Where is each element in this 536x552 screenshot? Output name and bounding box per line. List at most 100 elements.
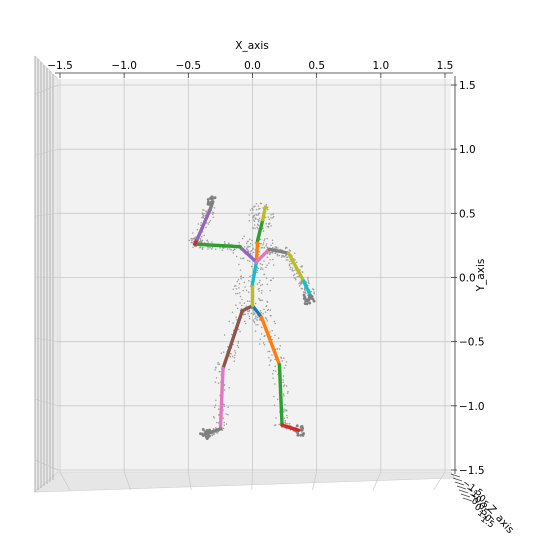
mesh-point	[226, 248, 229, 250]
mesh-point	[254, 227, 256, 230]
mesh-point	[255, 208, 258, 211]
mesh-point	[271, 354, 273, 356]
mesh-point	[223, 334, 226, 336]
mesh-point	[231, 311, 234, 313]
skeleton-bone	[250, 304, 264, 319]
mesh-point	[210, 248, 213, 250]
mesh-point	[232, 322, 234, 324]
skeleton-bone	[237, 244, 259, 264]
mesh-point	[268, 253, 271, 255]
y-tick-label: −0.5	[459, 337, 485, 349]
mesh-point	[239, 295, 242, 298]
mesh-point	[276, 398, 279, 401]
mesh-point	[206, 239, 209, 241]
mesh-point	[274, 322, 276, 325]
mesh-point	[199, 239, 202, 241]
mesh-point	[258, 299, 261, 301]
mesh-point	[242, 276, 244, 279]
mesh-point	[269, 331, 271, 333]
mesh-point	[248, 315, 251, 318]
mesh-point	[257, 220, 260, 223]
mesh-point	[243, 313, 245, 316]
mesh-point	[270, 225, 272, 227]
mesh-point	[192, 232, 194, 234]
mesh-point	[244, 320, 246, 323]
mesh-point	[229, 355, 232, 358]
mesh-point	[257, 212, 260, 215]
mesh-point	[258, 250, 261, 253]
x-ticks: −1.5 −1.0 −0.5 0.0 0.5 1.0 1.5	[47, 60, 453, 78]
grid	[34, 79, 451, 491]
mesh-point	[292, 274, 295, 277]
mesh-point	[286, 392, 289, 394]
mesh-point	[244, 286, 246, 288]
mesh-point	[201, 248, 204, 250]
mesh-point	[191, 239, 193, 242]
z-tick-cluster	[450, 473, 473, 502]
mesh-point	[260, 267, 263, 269]
mesh-point	[219, 247, 221, 249]
mesh-point	[303, 302, 307, 305]
mesh-point	[294, 259, 296, 261]
mesh-point	[249, 238, 251, 241]
mesh-point	[264, 311, 267, 313]
mesh-point	[255, 324, 257, 326]
mesh-point	[271, 329, 273, 332]
mesh-point	[261, 299, 263, 302]
mesh-point	[237, 340, 240, 343]
mesh-point	[253, 312, 256, 315]
mesh-point	[235, 285, 237, 287]
mesh-point	[251, 244, 254, 246]
mesh-point	[268, 218, 270, 221]
mesh-point	[260, 292, 263, 294]
mesh-point	[307, 280, 310, 282]
mesh-point	[192, 238, 194, 240]
mesh-point	[258, 208, 260, 210]
mesh-point	[258, 290, 260, 292]
mesh-point	[256, 269, 259, 272]
mesh-point	[218, 363, 221, 365]
mesh-point	[203, 212, 205, 215]
mesh-point	[262, 312, 264, 315]
y-ticks: 1.5 1.0 0.5 0.0 −0.5 −1.0 −1.5	[451, 80, 485, 477]
mesh-point	[210, 197, 214, 201]
mesh-point	[212, 216, 214, 218]
mesh-point	[270, 359, 272, 361]
mesh-point	[252, 251, 255, 254]
mesh-point	[301, 427, 305, 430]
mesh-point	[284, 421, 286, 423]
mesh-point	[293, 277, 295, 279]
mesh-point	[191, 238, 193, 240]
mesh-point	[256, 271, 258, 274]
mesh-point	[286, 428, 288, 430]
mesh-point	[287, 423, 289, 425]
mesh-point	[252, 227, 254, 229]
mesh-point	[207, 248, 209, 250]
mesh-point	[294, 269, 296, 271]
skeleton-bone	[240, 304, 255, 313]
mesh-point	[208, 221, 210, 224]
mesh-point	[227, 345, 229, 348]
mesh-point	[196, 228, 199, 231]
mesh-point	[289, 268, 291, 270]
mesh-point	[269, 279, 272, 282]
mesh-point	[283, 367, 286, 369]
x-tick-label: −1.0	[111, 60, 137, 72]
mesh-point	[212, 427, 215, 430]
mesh-point	[285, 361, 288, 363]
mesh-point	[265, 245, 267, 247]
mesh-point	[259, 310, 262, 312]
mesh-point	[252, 219, 255, 221]
mesh-point	[253, 206, 255, 208]
mesh-point	[236, 307, 239, 310]
mesh-point	[207, 241, 209, 243]
mesh-point	[258, 297, 260, 300]
mesh-point	[275, 246, 278, 248]
skeleton-bone	[302, 279, 312, 298]
mesh-point	[288, 422, 291, 425]
mesh-point	[256, 214, 258, 216]
mesh-point	[265, 243, 268, 245]
mesh-point	[295, 424, 299, 428]
mesh-point	[235, 304, 237, 306]
